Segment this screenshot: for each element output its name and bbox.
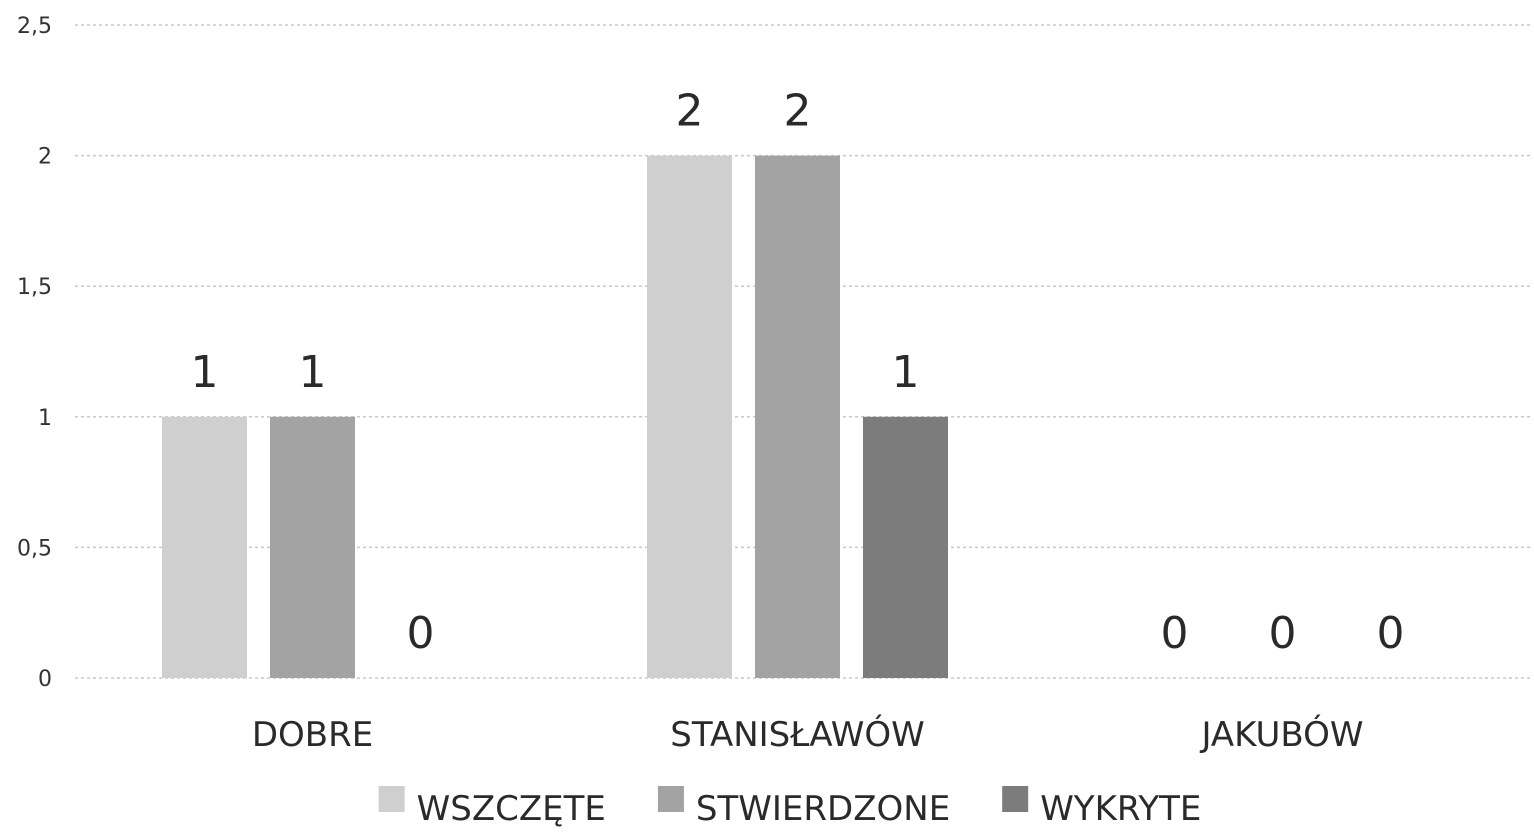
legend-label: WYKRYTE (1040, 789, 1201, 829)
data-label: 0 (407, 608, 435, 659)
bar (270, 417, 355, 678)
data-label: 1 (299, 347, 327, 398)
data-label: 2 (676, 86, 704, 137)
category-labels: DOBRE STANISŁAWÓW JAKUBÓW (252, 714, 1364, 755)
y-tick-label: 1 (38, 406, 52, 431)
y-tick-label: 2,5 (17, 14, 52, 39)
legend-swatch (379, 786, 405, 812)
legend-swatch (658, 786, 684, 812)
legend: WSZCZĘTE STWIERDZONE WYKRYTE (379, 786, 1202, 829)
bar (162, 417, 247, 678)
legend-item: STWIERDZONE (658, 786, 950, 829)
legend-label: STWIERDZONE (696, 789, 950, 829)
legend-swatch (1002, 786, 1028, 812)
y-tick-label: 2 (38, 145, 52, 170)
category-label: JAKUBÓW (1199, 714, 1363, 755)
category-label: DOBRE (252, 715, 373, 755)
data-label: 1 (892, 347, 920, 398)
category-label: STANISŁAWÓW (670, 714, 925, 755)
bar (647, 156, 732, 678)
legend-label: WSZCZĘTE (417, 789, 606, 829)
y-tick-label: 1,5 (17, 275, 52, 300)
y-tick-label: 0 (38, 667, 52, 692)
y-tick-label: 0,5 (17, 536, 52, 561)
data-label: 2 (784, 86, 812, 137)
data-label: 1 (191, 347, 219, 398)
legend-item: WYKRYTE (1002, 786, 1201, 829)
bar (755, 156, 840, 678)
legend-item: WSZCZĘTE (379, 786, 606, 829)
data-label: 0 (1269, 608, 1297, 659)
y-axis-tick-labels: 0 0,5 1 1,5 2 2,5 (17, 14, 52, 692)
data-label: 0 (1377, 608, 1405, 659)
data-label: 0 (1161, 608, 1189, 659)
bar (863, 417, 948, 678)
